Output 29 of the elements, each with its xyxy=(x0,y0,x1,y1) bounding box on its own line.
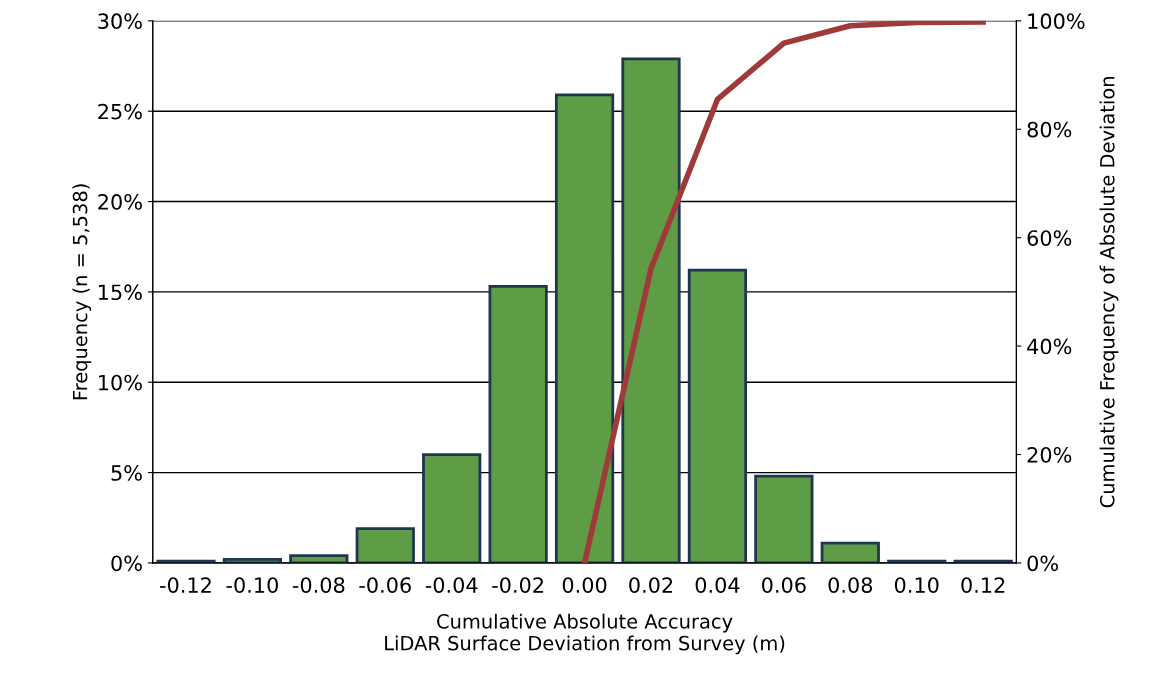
y2-tick-label: 60% xyxy=(1027,230,1072,246)
x-tick-label: 0.12 xyxy=(961,577,1005,593)
x-tick-label: -0.04 xyxy=(425,577,478,593)
y-axis-title: Frequency (n = 5,538) xyxy=(72,184,92,400)
y-tick-label: 0% xyxy=(111,555,142,572)
y2-axis-title: Cumulative Frequency of Absolute Deviation xyxy=(1099,77,1119,508)
y-tick-label: 15% xyxy=(99,284,142,301)
x-tick-label: -0.02 xyxy=(492,577,543,593)
y2-tick-label: 20% xyxy=(1027,446,1072,463)
x-tick-label: -0.10 xyxy=(226,577,278,593)
y-tick-label: 10% xyxy=(99,374,142,391)
y-tick-label: 5% xyxy=(111,465,142,481)
y2-tick-label: 40% xyxy=(1027,338,1072,355)
x-tick-label: 0.06 xyxy=(762,577,806,593)
y2-tick-label: 0% xyxy=(1027,555,1058,572)
y-tick-label: 30% xyxy=(98,13,142,30)
x-tick-label: -0.08 xyxy=(292,577,345,593)
x-tick-label: -0.06 xyxy=(359,577,411,593)
x-tick-label: 0.04 xyxy=(695,577,740,593)
y2-tick-label: 100% xyxy=(1028,13,1085,30)
y2-tick-label: 80% xyxy=(1027,121,1072,138)
x-tick-label: 0.08 xyxy=(828,577,873,593)
x-tick-label: -0.12 xyxy=(160,577,211,593)
x-axis-title: Cumulative Absolute Accuracy LiDAR Surface Deviation from Survey (m) xyxy=(385,613,785,655)
x-tick-label: 0.00 xyxy=(562,577,607,593)
x-tick-label: 0.10 xyxy=(894,577,939,593)
x-tick-label: 0.02 xyxy=(629,577,673,593)
y-tick-label: 25% xyxy=(98,103,142,120)
y-tick-label: 20% xyxy=(98,194,142,210)
